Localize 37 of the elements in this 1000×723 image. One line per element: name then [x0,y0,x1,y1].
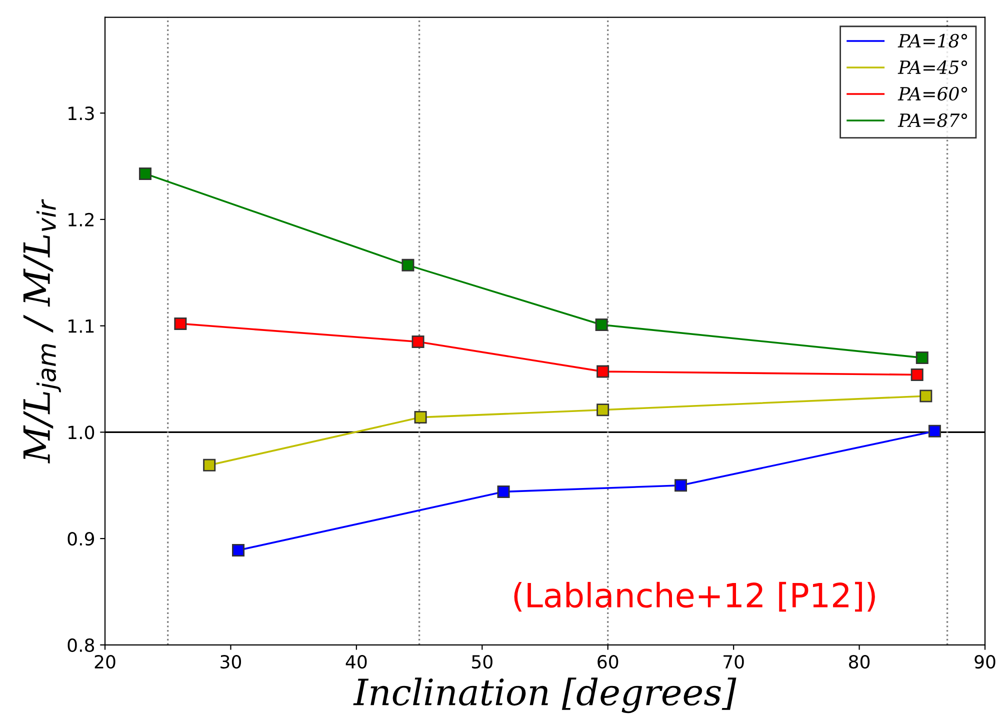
point [674,479,688,492]
x-tick-label: 60 [598,654,618,669]
x-tick-label: 70 [724,654,744,669]
point [412,336,424,348]
y-tick-label: 1.1 [68,320,94,333]
point [497,485,510,498]
point [138,167,152,180]
y-tick-label: 1.3 [68,106,94,120]
y-axis-title: M/L$_{jam}$ / M/L$_{vir}$ [23,199,61,464]
x-tick-label: 20 [94,654,116,669]
x-tick-label: 90 [974,654,996,669]
legend-label: PA=18° [898,34,968,48]
y-tick-label: 1.0 [68,426,94,440]
x-axis-title: Inclination [degrees] [353,678,736,714]
legend-label: PA=45° [898,60,968,74]
point [203,458,216,472]
y-tick-label: 1.2 [68,212,94,226]
point [916,351,928,364]
y-tick-label: 0.9 [68,532,94,546]
legend-label: PA=60° [898,86,968,101]
point [928,424,941,438]
point [595,318,608,331]
point [920,390,932,402]
point [910,368,924,381]
point [174,317,187,330]
point [402,258,414,272]
x-tick-label: 80 [849,654,870,669]
y-tick-label: 0.8 [68,638,94,652]
point [232,544,245,556]
x-tick-label: 40 [346,654,367,669]
annotation: (Lablanche+12 [P12]) [514,582,875,612]
point [414,411,427,424]
x-tick-label: 50 [472,654,492,669]
point [596,404,610,416]
point [596,365,610,378]
x-tick-label: 30 [220,654,242,669]
legend-label: PA=87° [898,113,968,128]
